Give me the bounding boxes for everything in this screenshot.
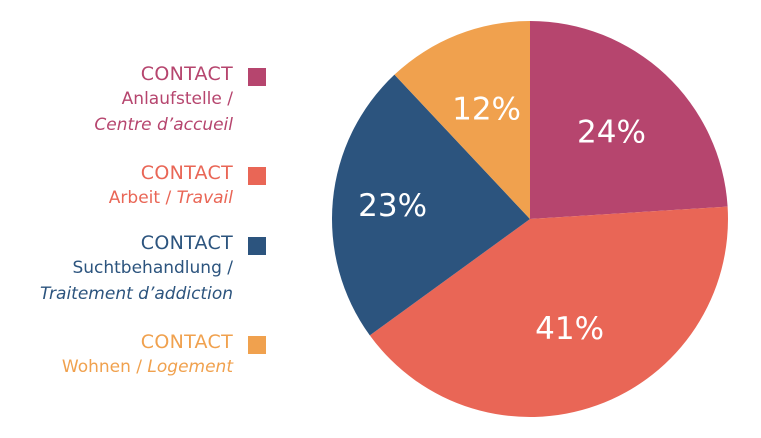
legend-line-1-italic: Travail — [176, 188, 233, 208]
pie-slice-label: 23% — [358, 188, 427, 224]
legend-line-1: Arbeit / — [108, 188, 177, 208]
legend-head: CONTACT — [140, 63, 233, 85]
legend-entry-wohnen: CONTACT Wohnen / Logement — [0, 330, 275, 380]
legend: CONTACT Anlaufstelle / Centre d’accueil … — [0, 0, 275, 438]
legend-swatch — [248, 237, 266, 255]
pie-slice-23 — [332, 74, 530, 336]
legend-line-1: Suchtbehandlung / — [72, 258, 233, 278]
pie-slice-12 — [394, 21, 530, 219]
legend-head: CONTACT — [140, 232, 233, 254]
legend-entry-arbeit: CONTACT Arbeit / Travail — [0, 161, 275, 211]
pie-slice-label: 41% — [535, 311, 604, 347]
legend-entry-suchtbehandlung: CONTACT Suchtbehandlung / Traitement d’a… — [0, 231, 275, 307]
pie-slice-24 — [530, 21, 728, 219]
legend-swatch — [248, 336, 266, 354]
legend-line-2: Traitement d’addiction — [39, 284, 233, 304]
legend-line-1-italic: Logement — [147, 357, 233, 377]
pie-slice-41 — [369, 206, 728, 417]
legend-line-1: Anlaufstelle / — [121, 89, 233, 109]
pie-slice-label: 24% — [577, 114, 646, 150]
legend-head: CONTACT — [140, 162, 233, 184]
legend-swatch — [248, 167, 266, 185]
pie-slice-label: 12% — [452, 91, 521, 127]
legend-line-2: Centre d’accueil — [94, 115, 233, 135]
legend-head: CONTACT — [140, 331, 233, 353]
legend-line-1: Wohnen / — [61, 357, 148, 377]
legend-entry-anlaufstelle: CONTACT Anlaufstelle / Centre d’accueil — [0, 62, 275, 138]
legend-swatch — [248, 68, 266, 86]
